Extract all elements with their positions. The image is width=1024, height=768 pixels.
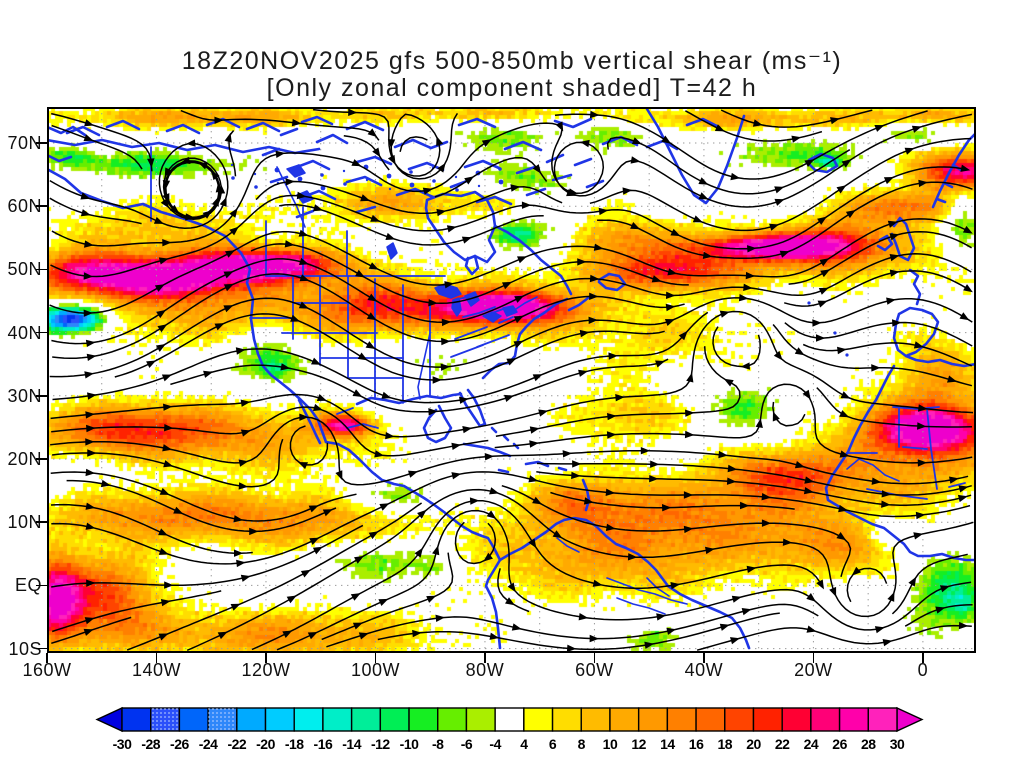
lat-tick-mark — [36, 331, 47, 334]
colorbar-segment — [437, 707, 468, 732]
colorbar-segment — [551, 707, 582, 732]
colorbar-segment — [867, 707, 898, 732]
colorbar-segment — [724, 707, 755, 732]
colorbar-tick-label: 4 — [520, 736, 528, 752]
lon-tick-label: 40W — [684, 660, 724, 680]
colorbar-segment — [637, 707, 669, 732]
colorbar-tick-label: -24 — [199, 736, 218, 752]
lat-tick-mark — [36, 584, 47, 587]
colorbar-tick-label: 10 — [603, 736, 618, 752]
colorbar-tick-label: 14 — [660, 736, 675, 752]
colorbar-tick-label: -10 — [400, 736, 419, 752]
colorbar-segment — [379, 707, 410, 732]
colorbar-tick-label: -8 — [432, 736, 444, 752]
lat-tick-mark — [36, 458, 47, 460]
colorbar-tick-label: -6 — [461, 736, 473, 752]
lat-tick-label: 70N — [7, 133, 42, 154]
lat-tick-label: 20N — [7, 448, 42, 469]
lon-tick-label: 80W — [465, 660, 505, 680]
colorbar-segment — [523, 707, 554, 732]
lat-tick-mark — [36, 205, 47, 208]
colorbar-tick-label: 8 — [578, 736, 586, 752]
colorbar-tick-label: -4 — [489, 736, 501, 752]
colorbar-segment — [838, 707, 869, 732]
colorbar-tick-label: 16 — [689, 736, 704, 752]
lon-tick-mark — [922, 653, 924, 663]
colorbar-segment — [580, 707, 611, 732]
colorbar-segment — [236, 707, 267, 732]
colorbar-segment — [810, 707, 841, 732]
colorbar-segment — [666, 707, 697, 732]
colorbar-segment — [264, 707, 295, 732]
colorbar-tick-label: -26 — [170, 736, 189, 752]
colorbar-segment — [350, 707, 382, 732]
lat-tick-mark — [36, 268, 47, 271]
colorbar-tick-label: 22 — [775, 736, 790, 752]
chart-title-line2: [Only zonal component shaded] T=42 h — [266, 74, 758, 102]
lon-tick-mark — [812, 653, 815, 663]
lon-tick-label: 100W — [350, 660, 400, 680]
map-overlay — [47, 107, 976, 653]
colorbar-segment — [695, 707, 726, 732]
colorbar-segment — [322, 707, 353, 732]
colorbar-segment — [781, 707, 812, 732]
colorbar-tick-label: -28 — [141, 736, 160, 752]
lon-tick-mark — [703, 653, 705, 663]
colorbar-tick-label: 28 — [861, 736, 876, 752]
lat-tick-mark — [36, 647, 47, 650]
colorbar-segment — [293, 707, 324, 732]
map-panel — [47, 107, 976, 653]
lon-tick-mark — [593, 653, 596, 663]
lon-tick-mark — [484, 653, 486, 663]
colorbar-tick-label: -30 — [113, 736, 132, 752]
colorbar-tick-label: 12 — [631, 736, 646, 752]
lat-tick-label: 60N — [7, 196, 42, 217]
colorbar-segment — [609, 707, 640, 732]
lon-tick-label: 120W — [241, 660, 291, 680]
colorbar-tick-label: 18 — [717, 736, 732, 752]
lon-tick-mark — [155, 653, 158, 663]
colorbar-tick-label: -12 — [371, 736, 390, 752]
colorbar-segment — [465, 707, 496, 732]
lat-tick-mark — [36, 142, 47, 144]
chart-title-line1: 18Z20NOV2025 gfs 500-850mb vertical shea… — [181, 47, 843, 75]
lon-tick-label: 160W — [22, 660, 72, 680]
colorbar-tick-label: 20 — [746, 736, 761, 752]
colorbar-tick-label: 26 — [832, 736, 847, 752]
lon-tick-label: 140W — [131, 660, 181, 680]
lon-tick-label: 60W — [575, 660, 614, 680]
lat-tick-label: 40N — [7, 322, 42, 343]
colorbar-tick-label: -20 — [256, 736, 275, 752]
lon-tick-label: 0 — [917, 660, 929, 680]
colorbar-segment — [408, 707, 439, 732]
lat-tick-label: 50N — [7, 259, 42, 280]
colorbar: -30 -28 -26 -24 -22 -20 -18 -16 -14 -12 -10 -8 -6 -4 4… — [95, 706, 924, 752]
colorbar-segment — [178, 707, 209, 732]
colorbar-tick-label: 30 — [890, 736, 905, 752]
streamlines-layer — [49, 108, 974, 651]
lat-tick-label: 10N — [7, 512, 42, 533]
lat-tick-label: EQ — [14, 575, 42, 596]
colorbar-segment — [121, 707, 152, 732]
colorbar-tick-label: -16 — [314, 736, 333, 752]
lon-tick-mark — [374, 653, 377, 663]
colorbar-tick-label: -14 — [342, 736, 361, 752]
colorbar-tick-label: 24 — [804, 736, 819, 752]
lat-tick-mark — [36, 395, 47, 397]
lon-tick-mark — [265, 653, 267, 663]
lat-tick-label: 30N — [7, 385, 42, 406]
colorbar-tick-label: -22 — [227, 736, 246, 752]
lon-tick-label: 20W — [794, 660, 833, 680]
colorbar-tick-label: -18 — [285, 736, 304, 752]
colorbar-segment — [752, 707, 783, 732]
colorbar-segment — [494, 707, 525, 732]
colorbar-tick-label: 6 — [549, 736, 557, 752]
lon-tick-mark — [46, 653, 48, 663]
lat-tick-label: 10S — [8, 638, 42, 659]
streamline-arrows-layer — [80, 108, 973, 652]
lat-tick-mark — [36, 521, 47, 524]
